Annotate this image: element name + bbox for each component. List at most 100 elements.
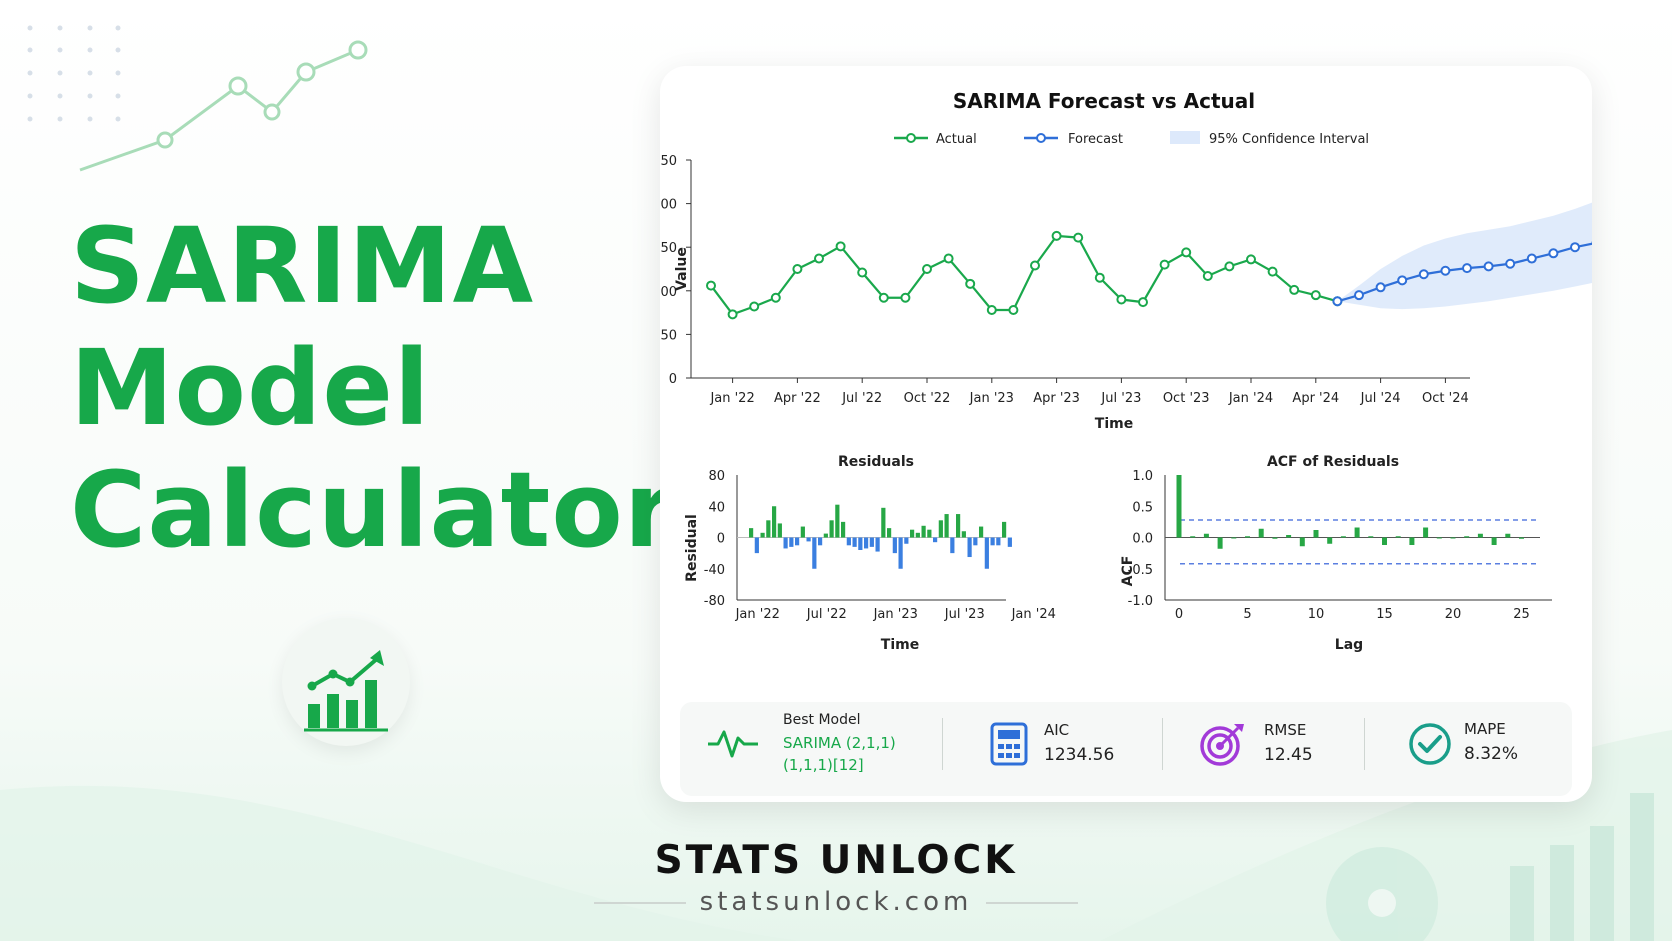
residual-bar xyxy=(996,537,1001,546)
residual-bar xyxy=(956,514,961,538)
acf-x-tick-label: 10 xyxy=(1308,607,1325,622)
best-model-value: SARIMA (2,1,1) xyxy=(783,734,896,752)
forecast-point xyxy=(1462,263,1472,274)
actual-line xyxy=(710,234,1338,316)
legend-actual-marker xyxy=(906,133,916,143)
residual-bar xyxy=(795,537,800,546)
acf-x-tick-label: 25 xyxy=(1513,607,1530,622)
acf-bar xyxy=(1313,530,1319,538)
forecast-x-tick-label: Jan '23 xyxy=(969,391,1014,406)
forecast-line xyxy=(1337,242,1592,303)
residual-bar xyxy=(892,537,897,554)
actual-point xyxy=(1094,272,1105,283)
legend-actual-label: Actual xyxy=(936,132,977,147)
hero-title-line: Calculator xyxy=(70,449,677,571)
actual-point xyxy=(1138,297,1148,308)
acf-x-tick-label: 15 xyxy=(1376,607,1393,622)
acf-bar xyxy=(1217,537,1223,549)
actual-point xyxy=(1073,232,1084,243)
residual-bar xyxy=(979,526,984,538)
actual-point xyxy=(1030,260,1040,271)
residual-bar xyxy=(898,537,903,569)
acf-bar xyxy=(1327,537,1333,544)
residual-bar xyxy=(841,521,846,538)
stat-divider xyxy=(1162,718,1163,770)
aic-value: 1234.56 xyxy=(1044,745,1115,765)
target-icon xyxy=(1200,724,1244,766)
residual-bar xyxy=(984,537,989,569)
residual-bar xyxy=(858,537,863,550)
residuals-x-tick-label: Jan '24 xyxy=(1011,607,1056,622)
actual-point xyxy=(878,292,889,303)
residuals-x-tick-label: Jan '23 xyxy=(873,607,918,622)
brand-name: STATS UNLOCK xyxy=(654,838,1018,883)
residual-bar xyxy=(887,528,892,538)
actual-point xyxy=(943,253,954,264)
residual-bar xyxy=(789,537,794,547)
residuals-ylabel: Residual xyxy=(684,514,700,582)
residual-bar xyxy=(777,523,782,538)
forecast-point xyxy=(1548,248,1559,259)
residual-bar xyxy=(904,537,909,544)
growth-chart-logo xyxy=(282,618,410,746)
forecast-y-tick-label: 150 xyxy=(660,241,677,256)
acf-bar xyxy=(1354,527,1360,538)
trend-line-decoration xyxy=(79,40,368,172)
acf-plot xyxy=(1176,475,1540,565)
acf-bar xyxy=(1477,533,1483,538)
acf-bar xyxy=(1340,536,1346,538)
rmse-stat: RMSE 12.45 xyxy=(1162,702,1364,796)
residual-bar xyxy=(921,525,926,538)
actual-point xyxy=(835,241,846,252)
brand-divider-right xyxy=(986,902,1078,904)
best-model-stat: Best Model SARIMA (2,1,1) (1,1,1)[12] xyxy=(680,702,942,796)
actual-point xyxy=(922,264,932,274)
residuals-y-tick-label: 80 xyxy=(708,469,725,484)
forecast-x-tick-label: Apr '24 xyxy=(1292,391,1339,406)
residual-bar xyxy=(944,514,949,538)
acf-bar xyxy=(1519,537,1524,539)
forecast-point xyxy=(1483,261,1494,272)
acf-bar xyxy=(1258,528,1264,538)
residual-bar xyxy=(823,533,828,538)
actual-point xyxy=(1008,304,1019,315)
acf-y-tick-label: 1.0 xyxy=(1132,469,1153,484)
forecast-x-tick-label: Oct '22 xyxy=(904,391,951,406)
residual-bar xyxy=(875,537,880,552)
residual-bar xyxy=(938,520,943,538)
forecast-ylabel: Value xyxy=(674,247,690,291)
actual-point xyxy=(814,253,824,264)
residual-bar xyxy=(881,507,886,538)
actual-point xyxy=(1224,261,1235,272)
actual-point xyxy=(706,280,716,291)
actual-point xyxy=(1289,284,1300,295)
residual-bar xyxy=(806,537,811,542)
residual-bar xyxy=(1002,521,1007,538)
residuals-xlabel: Time xyxy=(881,637,919,653)
stat-divider xyxy=(1364,718,1365,770)
forecast-axes: 0 50 100 150 200 250 Jan '22 Apr '22 Jul '22 Oct … xyxy=(660,154,1470,406)
forecast-y-tick-label: 200 xyxy=(660,198,677,213)
aic-label: AIC xyxy=(1044,721,1070,739)
actual-point xyxy=(1246,254,1256,265)
acf-bar xyxy=(1450,537,1456,539)
hero-title-line: Model xyxy=(70,327,431,449)
residual-bar xyxy=(910,529,915,538)
acf-bar xyxy=(1491,537,1497,545)
forecast-point xyxy=(1440,265,1451,276)
actual-point xyxy=(1267,266,1278,277)
acf-bar xyxy=(1382,537,1387,545)
acf-y-tick-label: -0.5 xyxy=(1128,563,1153,578)
residual-bar xyxy=(864,537,869,549)
best-model-value-seasonal: (1,1,1)[12] xyxy=(783,756,864,774)
acf-chart: ACF of Residuals 1.0 0.5 0.0 -0.5 -1.0 0 5 10 15… xyxy=(1120,454,1552,653)
rmse-value: 12.45 xyxy=(1264,745,1313,765)
residuals-title: Residuals xyxy=(838,454,914,470)
forecast-point xyxy=(1570,242,1580,253)
acf-bar xyxy=(1286,535,1292,538)
acf-bar xyxy=(1464,536,1470,538)
residuals-axes: 80 40 0 -40 -80 Jan '22 Jul '22 Jan '23 Jul '23 J… xyxy=(704,469,1056,622)
pulse-icon xyxy=(708,730,758,758)
residual-bar xyxy=(829,520,834,538)
forecast-x-tick-label: Jul '23 xyxy=(1100,391,1141,406)
